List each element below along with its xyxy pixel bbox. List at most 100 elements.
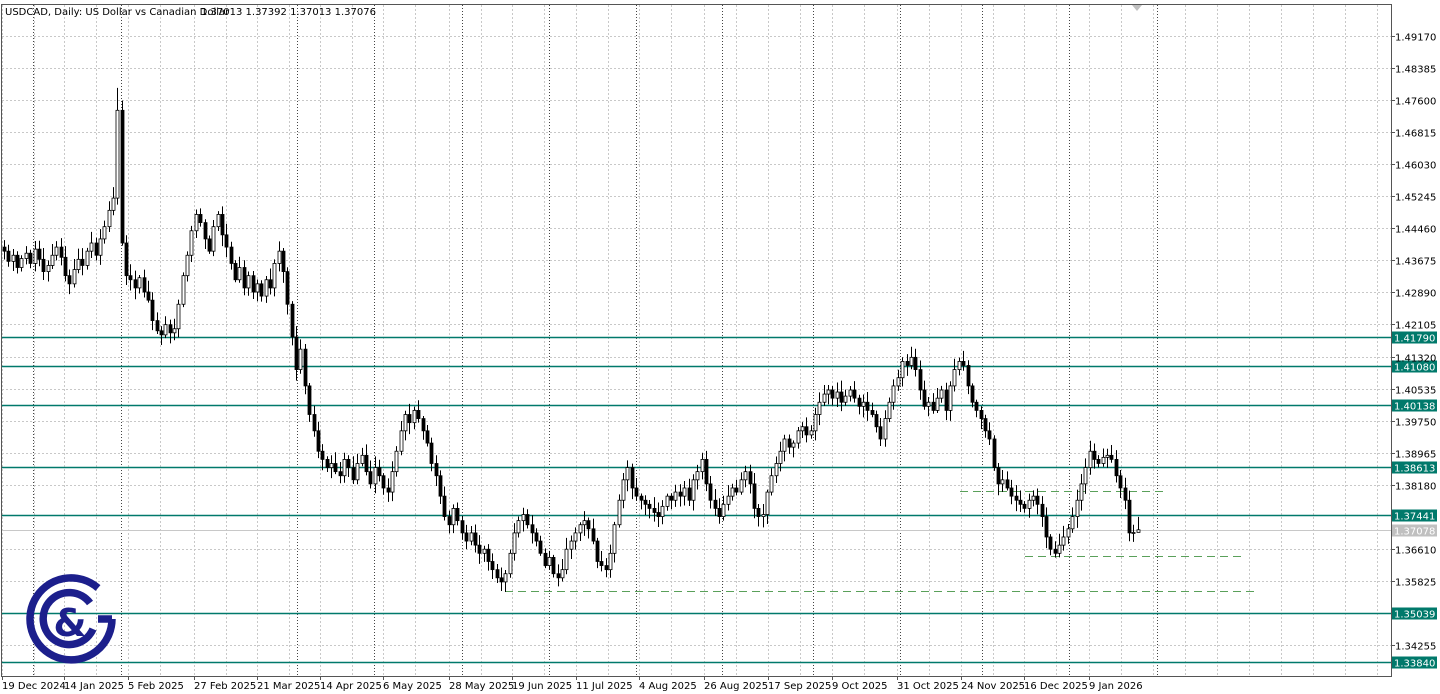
candle-body-bullish bbox=[503, 573, 508, 583]
level-price-label: 1.41080 bbox=[1394, 363, 1435, 374]
candle bbox=[137, 275, 142, 294]
price-tick-label: 1.49170 bbox=[1395, 33, 1436, 44]
candle-body-bullish bbox=[98, 238, 103, 256]
candle-body-bullish bbox=[1066, 528, 1071, 538]
candle-body-bearish bbox=[229, 246, 234, 264]
candle-body-bullish bbox=[900, 361, 905, 379]
candle-body-bearish bbox=[1123, 487, 1128, 501]
candle-body-bearish bbox=[983, 418, 988, 432]
candle bbox=[874, 410, 879, 433]
candle bbox=[543, 548, 548, 569]
candle-body-bullish bbox=[399, 430, 404, 452]
candle-body-bullish bbox=[508, 552, 513, 575]
candle bbox=[163, 316, 168, 339]
candle-body-bearish bbox=[455, 508, 460, 522]
candle bbox=[726, 485, 731, 511]
candle-body-bearish bbox=[416, 410, 421, 419]
candle bbox=[307, 382, 312, 422]
candle bbox=[1022, 501, 1027, 513]
candle-body-bullish bbox=[617, 499, 622, 526]
candle bbox=[1035, 488, 1040, 515]
time-tick-label: 19 Dec 2024 bbox=[2, 681, 66, 692]
candle bbox=[98, 229, 103, 265]
candle bbox=[155, 312, 160, 334]
candle bbox=[2, 240, 7, 260]
candle-body-bearish bbox=[1040, 503, 1045, 517]
candle bbox=[33, 241, 38, 272]
candle bbox=[865, 391, 870, 421]
candle bbox=[673, 484, 678, 507]
level-price-label: 1.37441 bbox=[1394, 512, 1435, 523]
candle bbox=[713, 489, 718, 516]
candle-body-bearish bbox=[2, 246, 7, 252]
candle bbox=[368, 460, 373, 489]
candle bbox=[1109, 445, 1114, 463]
candle-body-bearish bbox=[839, 391, 844, 403]
candle bbox=[503, 570, 508, 593]
candle-body-bullish bbox=[107, 209, 112, 228]
candle-body-bullish bbox=[1136, 529, 1141, 533]
candle bbox=[1123, 477, 1128, 510]
candle bbox=[394, 446, 399, 477]
time-tick-label: 28 May 2025 bbox=[449, 681, 514, 692]
candle-body-bullish bbox=[883, 418, 888, 440]
candle bbox=[1014, 485, 1019, 512]
candle-body-bearish bbox=[974, 401, 979, 411]
horizontal-levels[interactable]: 1.41790 1.41080 1.40138 1.38613 1.37441 1.350… bbox=[2, 331, 1437, 670]
candle-body-bullish bbox=[176, 303, 181, 330]
candle bbox=[778, 441, 783, 472]
candle bbox=[905, 354, 910, 376]
candle bbox=[551, 554, 556, 578]
candle-body-bearish bbox=[756, 508, 761, 517]
candle bbox=[133, 270, 138, 300]
candle bbox=[203, 219, 208, 249]
dashed-support-lines[interactable] bbox=[505, 491, 1257, 592]
candle bbox=[1057, 533, 1062, 558]
candle bbox=[669, 493, 674, 510]
candle bbox=[281, 247, 286, 283]
candle bbox=[848, 385, 853, 402]
candle-body-bearish bbox=[281, 250, 286, 272]
candle-body-bearish bbox=[198, 214, 203, 223]
candle bbox=[150, 292, 155, 331]
candle bbox=[142, 269, 147, 298]
candle bbox=[944, 382, 949, 421]
candle-body-bearish bbox=[639, 495, 644, 501]
candle bbox=[198, 208, 203, 227]
candle bbox=[373, 456, 378, 494]
candle-body-bearish bbox=[421, 418, 426, 432]
candle-body-bearish bbox=[133, 279, 138, 289]
candle bbox=[115, 87, 120, 205]
candle bbox=[547, 550, 552, 570]
candle bbox=[913, 348, 918, 377]
candle-body-bullish bbox=[891, 385, 896, 403]
candle-body-bearish bbox=[316, 430, 321, 452]
candle-body-bullish bbox=[896, 377, 901, 387]
candle bbox=[499, 567, 504, 592]
candle bbox=[569, 535, 574, 559]
time-tick-label: 5 Feb 2025 bbox=[128, 681, 184, 692]
candle-body-bearish bbox=[268, 279, 273, 289]
candle bbox=[1096, 455, 1101, 468]
candle-body-bearish bbox=[1035, 495, 1040, 505]
candle bbox=[386, 478, 391, 502]
candle-body-bearish bbox=[830, 389, 835, 399]
chart-shift-marker-icon[interactable] bbox=[1132, 5, 1142, 11]
candle bbox=[887, 397, 892, 423]
candle bbox=[1040, 496, 1045, 527]
time-tick-label: 19 Jun 2025 bbox=[512, 681, 572, 692]
candle bbox=[647, 499, 652, 519]
candle bbox=[425, 425, 430, 447]
candle-body-bullish bbox=[564, 548, 569, 571]
candle-body-bearish bbox=[534, 532, 539, 542]
price-axis[interactable]: 1.49170 1.48385 1.47600 1.46815 1.46030 1.452… bbox=[1391, 33, 1436, 653]
candle-body-bearish bbox=[94, 242, 99, 256]
candle bbox=[381, 473, 386, 495]
candle bbox=[695, 464, 700, 490]
plot-frame bbox=[1, 4, 1392, 677]
candle-body-bullish bbox=[1000, 479, 1005, 485]
candle bbox=[1018, 490, 1023, 512]
candle bbox=[67, 269, 72, 295]
